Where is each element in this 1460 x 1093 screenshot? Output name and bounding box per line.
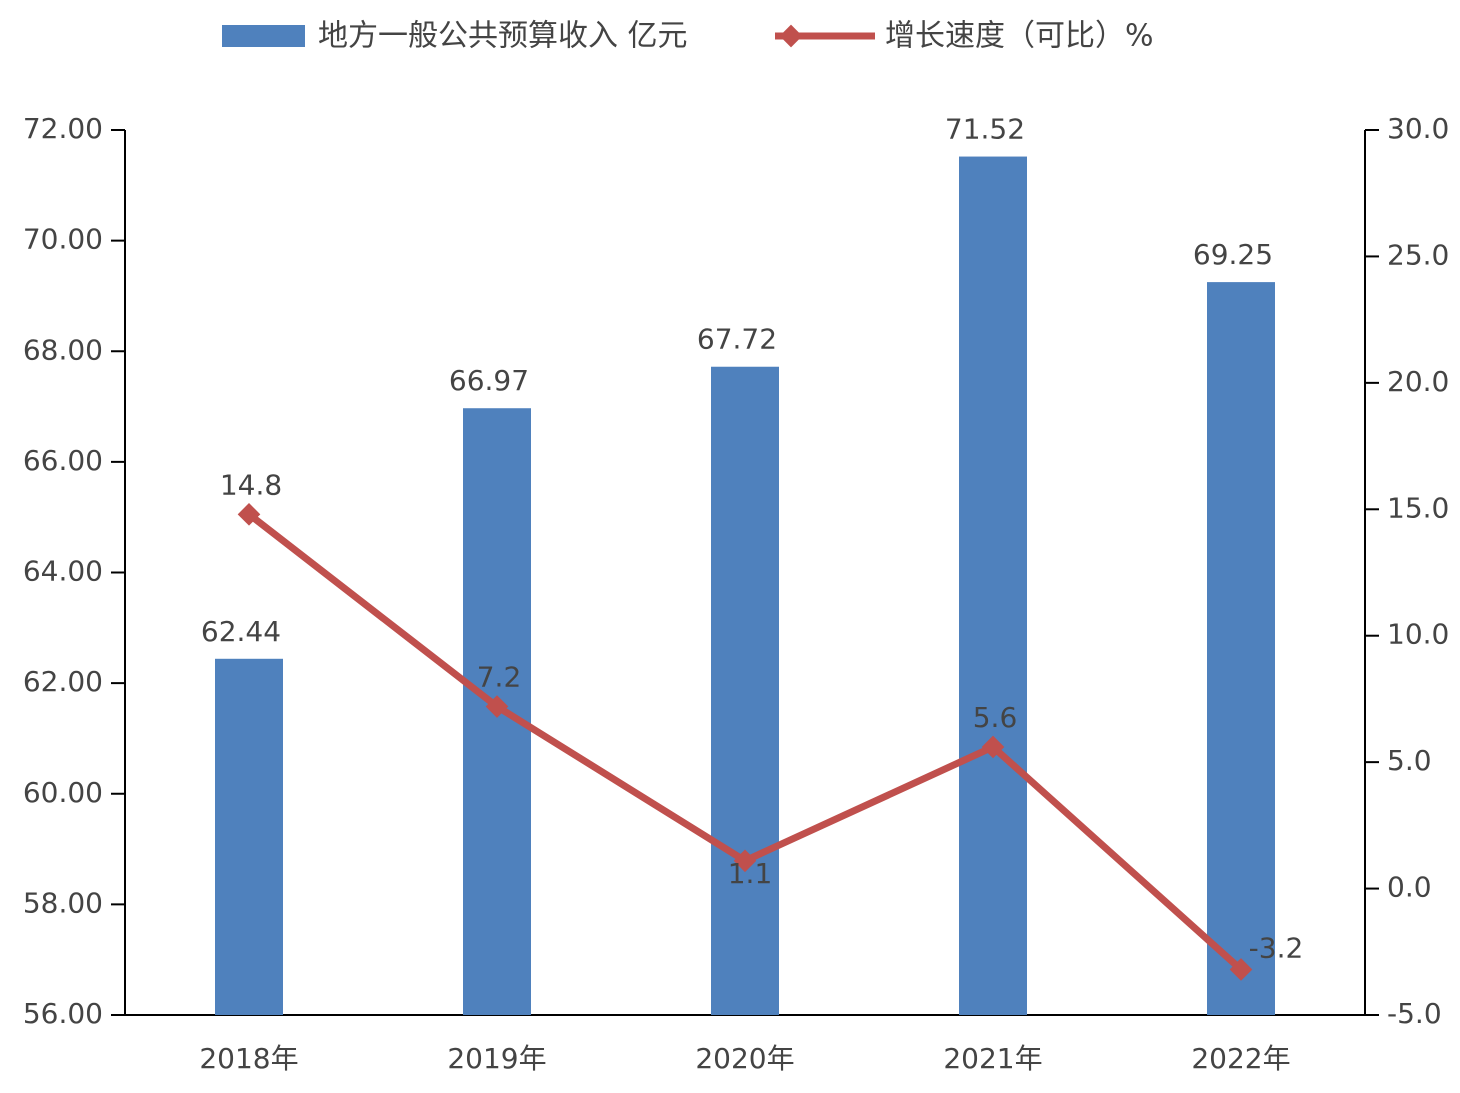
bar — [711, 366, 779, 1015]
line-marker — [981, 735, 1005, 759]
x-tick-label: 2021年 — [943, 1042, 1042, 1075]
line-marker — [485, 695, 509, 718]
y2-tick-label: 10.0 — [1387, 618, 1449, 651]
y2-tick-label: 25.0 — [1387, 238, 1449, 271]
line-value-label: 1.1 — [728, 857, 773, 890]
y-tick-label: 72.00 — [23, 112, 103, 145]
x-tick-label: 2019年 — [447, 1042, 546, 1075]
y2-tick-label: 30.0 — [1387, 112, 1449, 145]
bar — [959, 156, 1027, 1016]
bar-value-label: 66.97 — [449, 364, 529, 397]
line-marker — [1229, 958, 1253, 981]
y2-tick-label: -5.0 — [1387, 997, 1442, 1030]
bar-value-label: 71.52 — [945, 113, 1025, 146]
line-value-label: 14.8 — [220, 468, 282, 501]
bar — [1207, 282, 1275, 1015]
bar-value-label: 67.72 — [697, 323, 777, 356]
y-tick-label: 66.00 — [23, 444, 103, 477]
line-value-label: 7.2 — [477, 661, 522, 694]
y-tick-label: 56.00 — [23, 997, 103, 1030]
y-tick-label: 64.00 — [23, 555, 103, 588]
line-marker — [733, 849, 757, 873]
x-tick-label: 2018年 — [199, 1042, 298, 1075]
bar — [215, 658, 283, 1015]
y2-tick-label: 20.0 — [1387, 365, 1449, 398]
bar-value-label: 69.25 — [1193, 238, 1273, 271]
x-tick-label: 2020年 — [695, 1042, 794, 1075]
legend-swatch — [222, 25, 305, 47]
y-tick-label: 70.00 — [23, 223, 103, 256]
line-value-label: 5.6 — [973, 701, 1018, 734]
y-tick-label: 68.00 — [23, 333, 103, 366]
legend-label: 增长速度（可比）% — [885, 19, 1154, 54]
line-value-label: -3.2 — [1249, 931, 1304, 964]
y2-tick-label: 0.0 — [1387, 871, 1432, 904]
bar-value-label: 62.44 — [201, 615, 281, 648]
legend-marker — [779, 24, 803, 48]
y2-tick-label: 5.0 — [1387, 744, 1432, 777]
line-marker — [237, 503, 261, 526]
y2-tick-label: 15.0 — [1387, 491, 1449, 524]
y-tick-label: 60.00 — [23, 776, 103, 809]
y-tick-label: 62.00 — [23, 665, 103, 698]
x-tick-label: 2022年 — [1191, 1042, 1290, 1075]
legend-label: 地方一般公共预算收入 亿元 — [318, 19, 688, 54]
y-tick-label: 58.00 — [23, 886, 103, 919]
